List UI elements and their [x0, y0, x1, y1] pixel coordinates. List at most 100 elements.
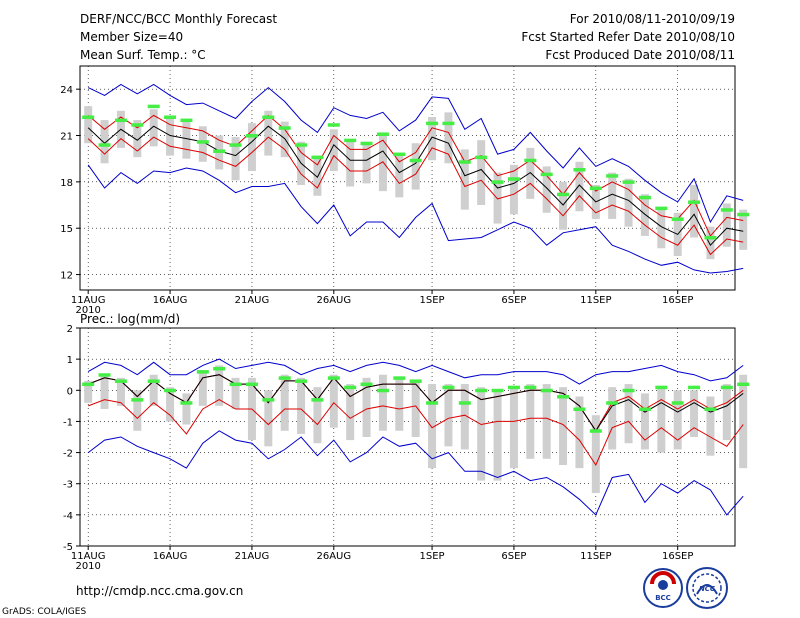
- observed-mark: [540, 388, 553, 393]
- observed-mark: [655, 385, 668, 390]
- forecast-period-label: For 2010/08/11-2010/09/19: [570, 12, 735, 26]
- spread-box: [591, 415, 600, 494]
- x-tick-label: 11AUG: [71, 551, 106, 562]
- spread-box: [444, 384, 453, 447]
- ensemble-min-line: [87, 164, 744, 274]
- minus-std-line: [87, 136, 744, 256]
- x-tick-sublabel: 2010: [75, 305, 100, 316]
- spread-box: [100, 120, 109, 164]
- observed-mark: [720, 385, 733, 390]
- plus-std-line: [87, 114, 744, 237]
- bcc-logo-text: BCC: [655, 594, 671, 602]
- observed-mark: [131, 398, 144, 402]
- spread-box: [84, 106, 93, 144]
- spread-box: [690, 184, 699, 238]
- observed-mark: [638, 195, 651, 200]
- spread-box: [362, 141, 371, 184]
- x-tick-label: 1SEP: [420, 551, 445, 562]
- y-tick-label: 21: [60, 132, 73, 143]
- observed-mark: [278, 376, 291, 380]
- observed-mark: [409, 379, 422, 383]
- spread-box: [395, 154, 404, 198]
- spread-box: [657, 387, 666, 453]
- spread-box: [428, 384, 437, 469]
- observed-mark: [147, 379, 160, 383]
- observed-mark: [393, 152, 406, 157]
- spread-box: [329, 374, 338, 428]
- spread-box: [608, 387, 617, 450]
- observed-mark: [491, 180, 504, 184]
- observed-mark: [376, 132, 389, 136]
- observed-mark: [524, 385, 537, 390]
- observed-mark: [245, 382, 258, 387]
- spread-box: [395, 377, 404, 431]
- observed-mark: [327, 376, 340, 380]
- observed-mark: [688, 200, 701, 204]
- observed-mark: [344, 385, 357, 390]
- spread-box: [280, 374, 289, 431]
- spread-box: [411, 143, 420, 190]
- chart-title: DERF/NCC/BCC Monthly Forecast: [80, 12, 277, 26]
- precip-variable-label: Prec.: log(mm/d): [80, 312, 180, 326]
- observed-mark: [426, 401, 439, 405]
- spread-box: [428, 116, 437, 161]
- variable-label: Mean Surf. Temp.: °C: [80, 48, 206, 62]
- spread-box: [198, 371, 207, 406]
- y-tick-label: -4: [63, 511, 73, 522]
- spread-box: [231, 377, 240, 409]
- observed-mark: [82, 382, 95, 387]
- x-tick-label: 16SEP: [662, 295, 693, 306]
- observed-mark: [360, 141, 373, 146]
- observed-mark: [344, 138, 357, 143]
- observed-mark: [671, 401, 684, 405]
- ensemble-min-line: [87, 430, 744, 516]
- observed-mark: [393, 376, 406, 380]
- y-tick-label: 2: [67, 324, 73, 335]
- spread-box: [509, 387, 518, 469]
- spread-box: [84, 380, 93, 403]
- spread-box: [264, 110, 273, 156]
- observed-mark: [213, 149, 226, 153]
- observed-mark: [704, 407, 717, 411]
- ncc-logo: NCC: [686, 567, 728, 609]
- source-url: http://cmdp.ncc.cma.gov.cn: [76, 584, 243, 598]
- observed-mark: [98, 373, 111, 377]
- spread-box: [362, 377, 371, 437]
- observed-mark: [311, 155, 324, 160]
- observed-mark: [278, 126, 291, 130]
- y-tick-label: 12: [60, 271, 73, 282]
- spread-box: [116, 377, 125, 406]
- observed-mark: [704, 235, 717, 240]
- spread-box: [378, 374, 387, 431]
- spread-box: [559, 181, 568, 230]
- plot-frame: [79, 327, 736, 547]
- spread-box: [133, 120, 142, 158]
- observed-mark: [737, 382, 750, 387]
- observed-mark: [475, 155, 488, 160]
- x-tick-label: 16AUG: [153, 551, 188, 562]
- observed-mark: [671, 217, 684, 221]
- spread-box: [444, 112, 453, 164]
- spread-box: [509, 164, 518, 215]
- spread-box: [673, 390, 682, 450]
- spread-box: [542, 384, 551, 459]
- observed-mark: [655, 206, 668, 211]
- observed-mark: [606, 174, 619, 178]
- x-tick-sublabel: 2010: [75, 561, 100, 572]
- spread-box: [215, 365, 224, 406]
- observed-mark: [507, 177, 520, 181]
- spread-box: [722, 384, 731, 441]
- spread-box: [264, 390, 273, 447]
- observed-mark: [426, 121, 439, 126]
- observed-mark: [638, 407, 651, 411]
- spread-box: [575, 161, 584, 212]
- observed-mark: [524, 158, 537, 163]
- observed-mark: [573, 168, 586, 172]
- observed-mark: [507, 385, 520, 390]
- observed-mark: [229, 143, 242, 147]
- spread-box: [739, 209, 748, 250]
- y-tick-label: 15: [60, 224, 73, 235]
- observed-mark: [295, 143, 308, 147]
